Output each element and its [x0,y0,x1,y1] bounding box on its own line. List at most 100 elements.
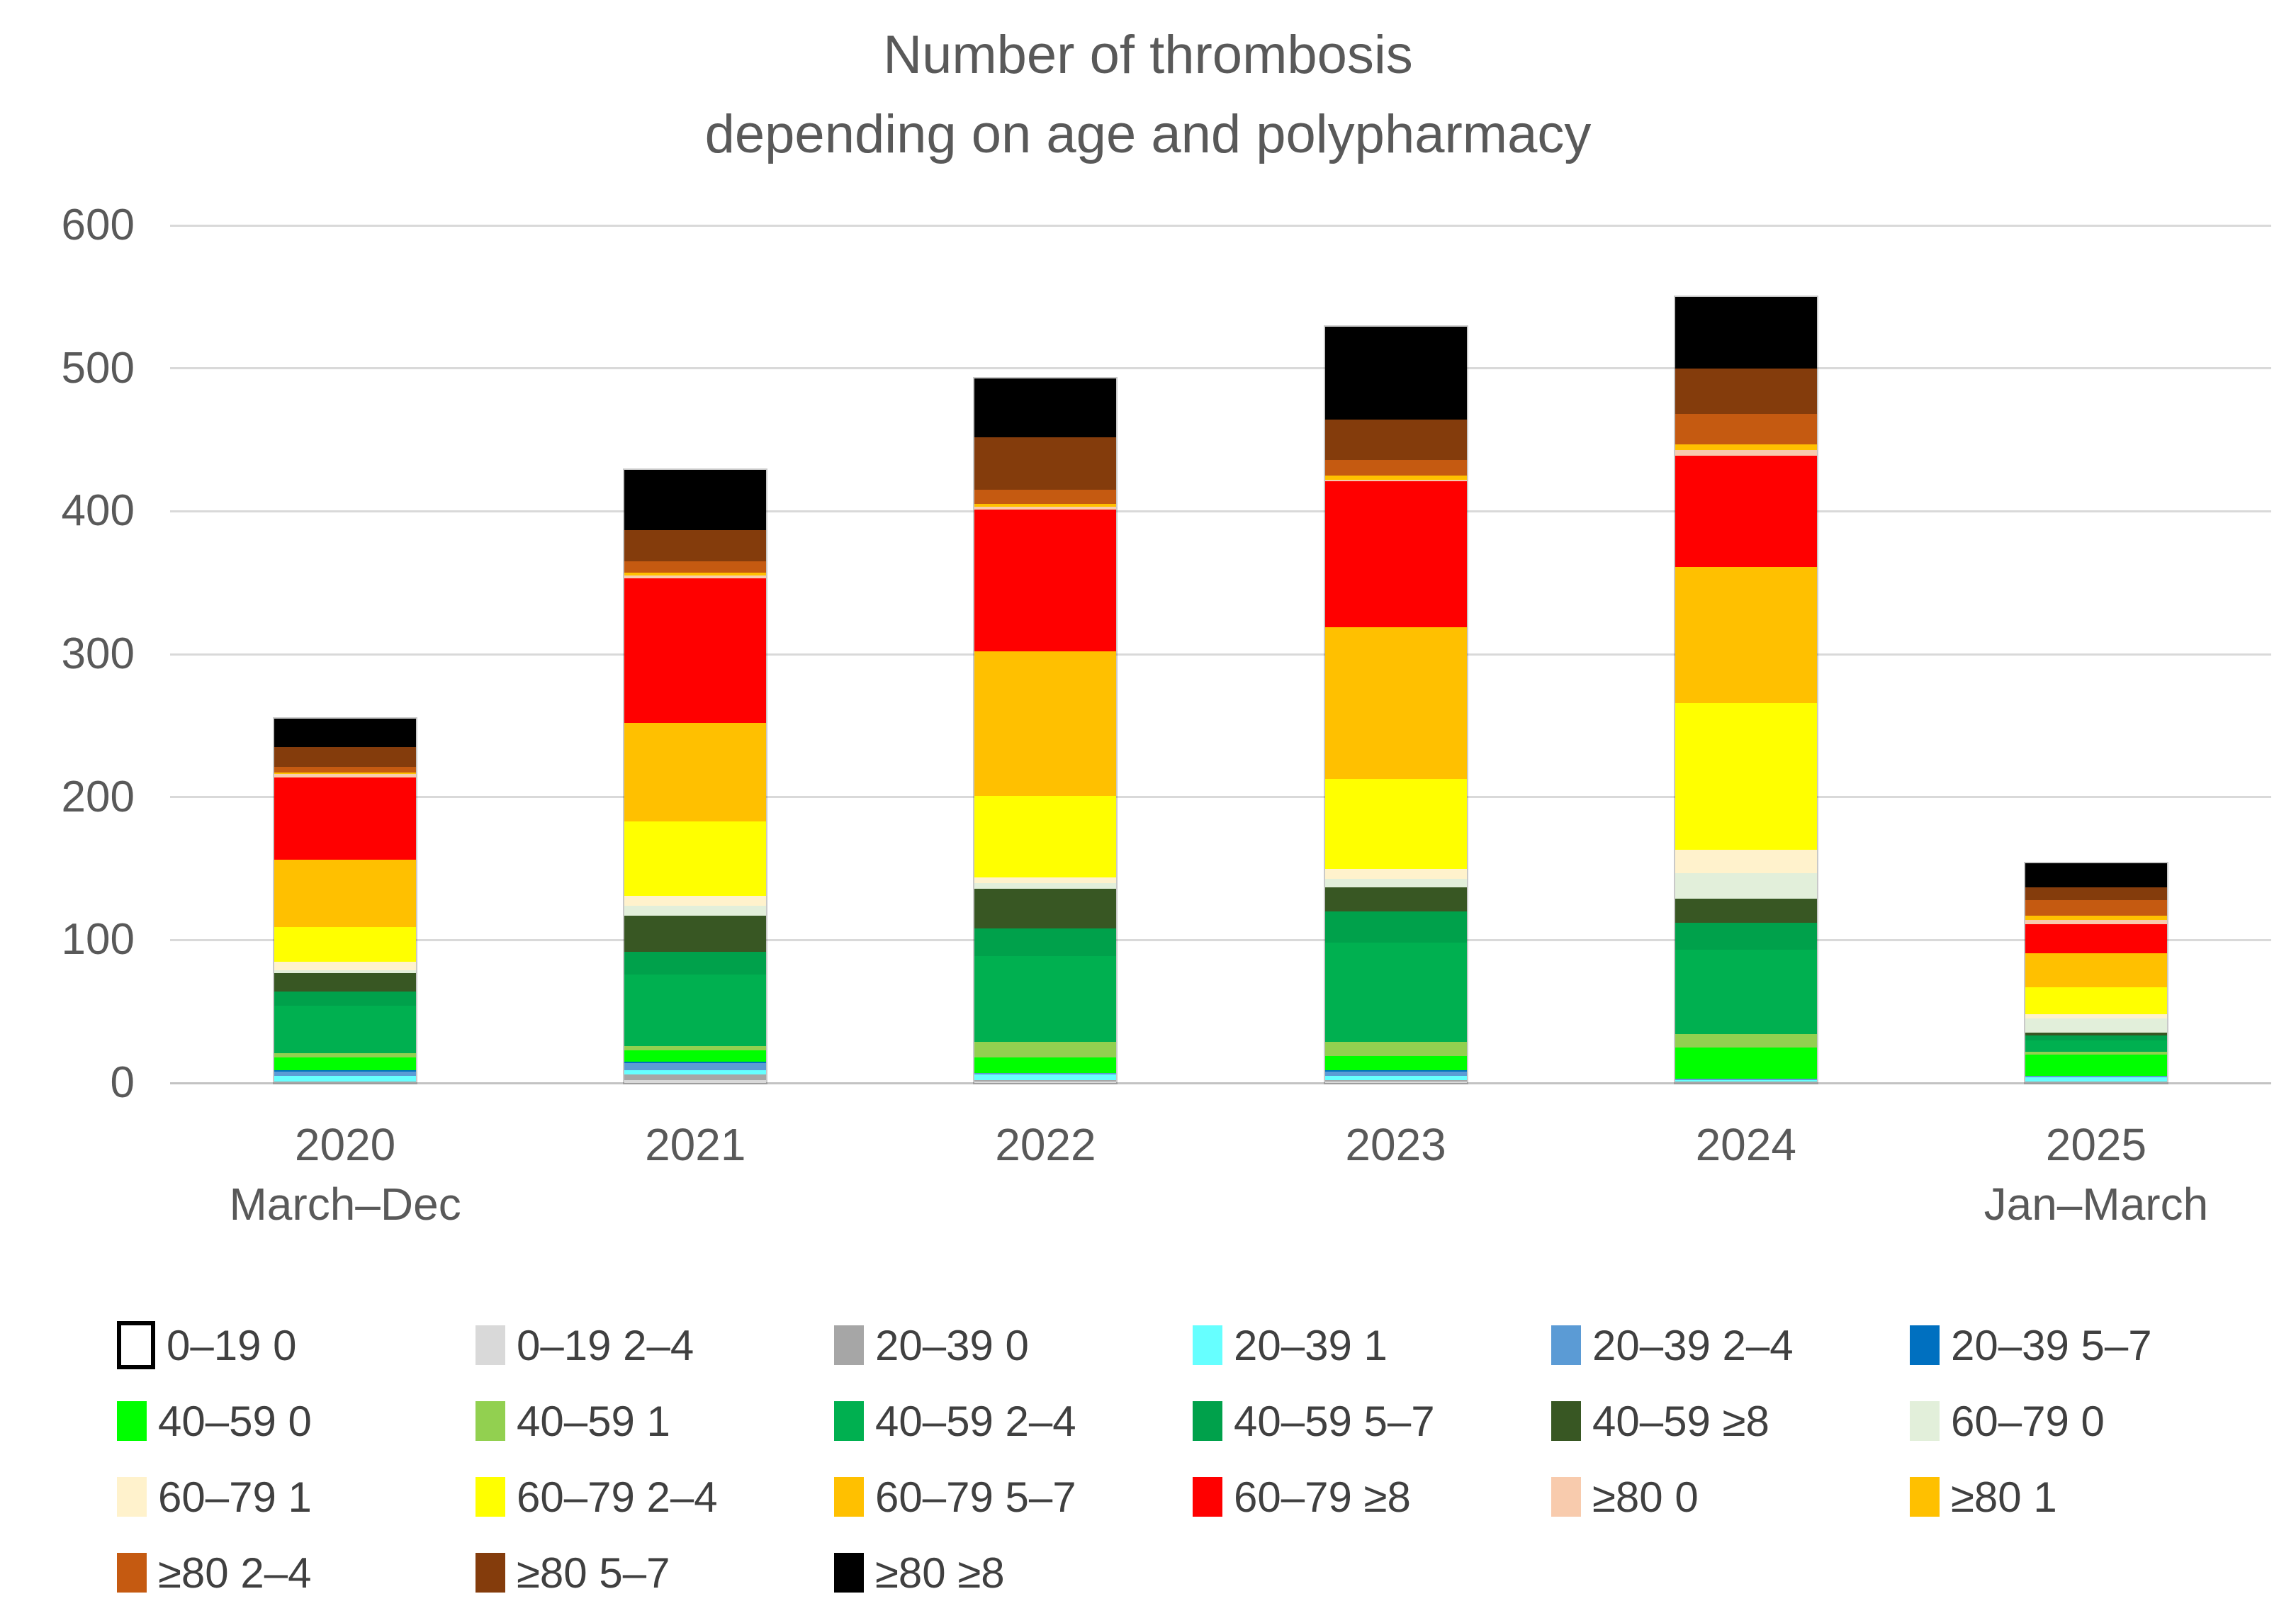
legend-item-0-19-2-4: 0–19 2–4 [475,1315,694,1376]
bar-segment-2022-40-59-2-4 [974,955,1117,1042]
bar-segment-2023-ge80-2-4 [1324,459,1467,476]
legend-label-40-59-2-4: 40–59 2–4 [875,1397,1076,1445]
bar-segment-2021-ge80-2-4 [624,561,767,573]
legend-item-ge80-ge8: ≥80 ≥8 [834,1542,1005,1603]
legend-label-0-19-0: 0–19 0 [167,1321,297,1369]
bar-segment-2024-20-39-1 [1675,1079,1817,1082]
bar-segment-2020-20-39-5-7 [274,1069,417,1072]
bar-segment-2020-ge80-5-7 [274,747,417,768]
bar-segment-2024-60-79-2-4 [1675,702,1817,850]
bar-segment-2021-ge80-5-7 [624,529,767,562]
bar-segment-2023-60-79-0 [1324,878,1467,887]
bar-segment-2022-40-59-ge8 [974,888,1117,929]
bar-segment-2023-0-19-2-4 [1324,1081,1467,1083]
bar-segment-2020-60-79-2-4 [274,927,417,962]
bar-segment-2021-20-39-5-7 [624,1061,767,1063]
legend-item-40-59-ge8: 40–59 ≥8 [1551,1391,1769,1451]
legend-label-20-39-0: 20–39 0 [875,1321,1029,1369]
bar-segment-2022-ge80-5-7 [974,437,1117,490]
bar-segment-2023-60-79-5-7 [1324,627,1467,779]
bar-segment-2023-40-59-2-4 [1324,943,1467,1042]
legend-item-ge80-1: ≥80 1 [1910,1466,2057,1527]
legend-swatch-60-79-2-4 [475,1477,505,1517]
legend-item-60-79-1: 60–79 1 [117,1466,312,1527]
bar-segment-2024-40-59-0 [1675,1047,1817,1079]
bar-segment-2022-40-59-5-7 [974,928,1117,956]
gridline-300 [170,653,2271,656]
bar-2020 [274,718,417,1083]
bar-segment-2023-40-59-0 [1324,1055,1467,1070]
bar-segment-2022-60-79-0 [974,882,1117,889]
legend-swatch-20-39-0 [834,1325,864,1365]
bar-segment-2021-0-19-2-4 [624,1079,767,1083]
bar-segment-2020-40-59-0 [274,1057,417,1070]
bar-segment-2024-ge80-ge8 [1675,296,1817,369]
legend-label-20-39-1: 20–39 1 [1234,1321,1388,1369]
bar-segment-2022-40-59-1 [974,1041,1117,1057]
bar-segment-2024-40-59-1 [1675,1034,1817,1048]
legend-label-ge80-2-4: ≥80 2–4 [158,1549,312,1597]
bar-2024 [1675,296,1817,1083]
bar-segment-2025-ge80-ge8 [2025,863,2167,887]
bar-segment-2025-20-39-1 [2025,1077,2167,1082]
x-tick-sublabel-2025: Jan–March [1983,1179,2209,1230]
bar-segment-2022-40-59-0 [974,1057,1117,1073]
bar-segment-2022-20-39-0 [974,1079,1117,1082]
bar-segment-2024-20-39-2-4 [1675,1078,1817,1080]
legend-label-ge80-0: ≥80 0 [1592,1473,1699,1521]
bar-segment-2021-40-59-0 [624,1050,767,1062]
legend-label-60-79-1: 60–79 1 [158,1473,312,1521]
bar-segment-2023-20-39-2-4 [1324,1071,1467,1076]
legend-label-60-79-0: 60–79 0 [1951,1397,2105,1445]
legend-swatch-40-59-5-7 [1193,1401,1222,1441]
bar-segment-2025-40-59-5-7 [2025,1035,2167,1040]
bar-segment-2021-40-59-5-7 [624,951,767,975]
legend-label-60-79-2-4: 60–79 2–4 [517,1473,718,1521]
legend-label-0-19-2-4: 0–19 2–4 [517,1321,694,1369]
x-tick-label-2025: 2025 [2045,1119,2147,1170]
bar-segment-2023-60-79-2-4 [1324,778,1467,869]
bar-segment-2025-60-79-0 [2025,1018,2167,1033]
bar-segment-2020-ge80-2-4 [274,767,417,773]
legend-item-0-19-0: 0–19 0 [117,1315,297,1376]
bar-segment-2023-20-39-5-7 [1324,1069,1467,1072]
bar-segment-2021-ge80-0 [624,575,767,579]
bar-segment-2021-40-59-2-4 [624,974,767,1046]
bar-segment-2024-60-79-ge8 [1675,455,1817,568]
x-tick-label-2024: 2024 [1695,1119,1796,1170]
legend-swatch-60-79-1 [117,1477,147,1517]
bar-segment-2021-20-39-1 [624,1069,767,1074]
y-tick-label-300: 300 [61,629,135,678]
bar-segment-2025-20-39-0 [2025,1081,2167,1083]
bar-segment-2021-40-59-1 [624,1045,767,1050]
legend-item-ge80-0: ≥80 0 [1551,1466,1699,1527]
bar-segment-2024-60-79-5-7 [1675,567,1817,703]
bar-segment-2020-20-39-1 [274,1075,417,1082]
legend-swatch-60-79-ge8 [1193,1477,1222,1517]
y-tick-label-500: 500 [61,343,135,393]
bar-segment-2022-20-39-2-4 [974,1072,1117,1074]
bar-segment-2022-0-19-2-4 [974,1081,1117,1083]
bar-segment-2023-60-79-1 [1324,868,1467,879]
bar-segment-2025-40-59-2-4 [2025,1040,2167,1052]
bar-segment-2023-40-59-ge8 [1324,887,1467,912]
bar-segment-2024-40-59-ge8 [1675,898,1817,923]
bar-segment-2021-60-79-2-4 [624,821,767,896]
bar-segment-2020-40-59-1 [274,1052,417,1057]
x-tick-label-2022: 2022 [995,1119,1096,1170]
bar-segment-2021-ge80-1 [624,573,767,576]
legend-item-40-59-5-7: 40–59 5–7 [1193,1391,1435,1451]
legend-label-ge80-5-7: ≥80 5–7 [517,1549,670,1597]
legend-item-40-59-2-4: 40–59 2–4 [834,1391,1076,1451]
legend-swatch-20-39-2-4 [1551,1325,1581,1365]
plot-area [170,224,2271,1084]
legend-item-60-79-2-4: 60–79 2–4 [475,1466,718,1527]
legend-item-ge80-2-4: ≥80 2–4 [117,1542,311,1603]
legend-swatch-ge80-0 [1551,1477,1581,1517]
bar-segment-2021-40-59-ge8 [624,916,767,952]
legend-item-20-39-1: 20–39 1 [1193,1315,1388,1376]
bar-segment-2023-ge80-5-7 [1324,420,1467,460]
bar-segment-2023-40-59-1 [1324,1041,1467,1056]
legend-swatch-ge80-5-7 [475,1553,505,1593]
legend-item-20-39-5-7: 20–39 5–7 [1910,1315,2152,1376]
